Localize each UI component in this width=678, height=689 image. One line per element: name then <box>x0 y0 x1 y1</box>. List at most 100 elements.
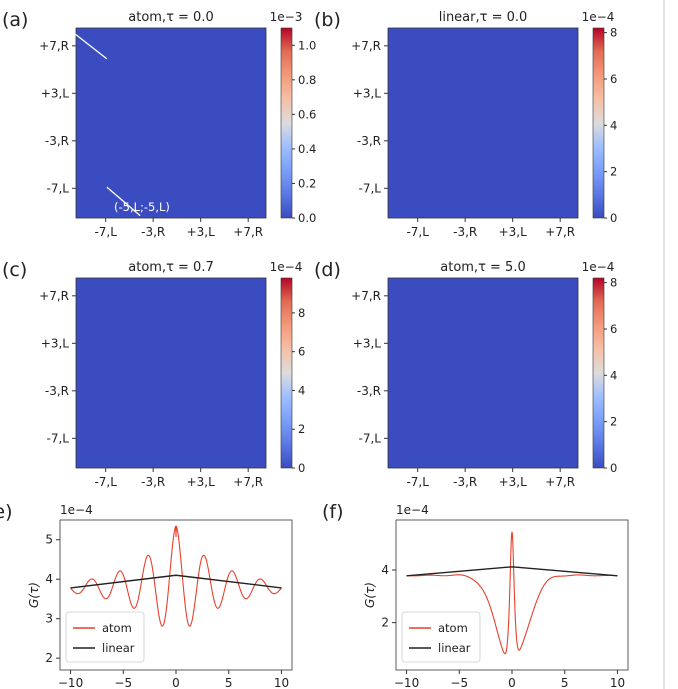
y-tick-label: +7,R <box>351 39 381 53</box>
axis-scale-label: 1e−4 <box>60 503 93 517</box>
x-tick-label: 0 <box>508 676 516 689</box>
legend-label: atom <box>438 621 468 635</box>
colorbar-tick-label: 0 <box>610 211 617 225</box>
heatmap-background <box>388 28 578 218</box>
colorbar <box>280 27 293 219</box>
y-tick-label: +7,R <box>39 289 69 303</box>
colorbar-tick-label: 8 <box>610 276 617 290</box>
heatmap-panel-d: atom,τ = 5.0 (d) -7,L -3,R +3,L +7,R +7,R +3,L -… <box>314 259 617 489</box>
heatmap-panel-a: atom,τ = 0.0 (a) -7,L -3,R +3,L +7,R +7,R +3,L -… <box>2 9 316 239</box>
heatmap-panel-b: linear,τ = 0.0 (b) -7,L -3,R +3,L +7,R +7,R +3,… <box>314 9 617 239</box>
y-tick-label: +7,R <box>39 39 69 53</box>
heatmap-frame <box>75 277 267 469</box>
colorbar-tick-label: 0.4 <box>298 142 316 156</box>
colorbar-scale-label: 1e−4 <box>582 10 615 24</box>
y-tick-label: -3,R <box>45 384 69 398</box>
x-tick-label: -3,R <box>141 225 165 239</box>
colorbar-scale-label: 1e−4 <box>582 260 615 274</box>
x-tick-label: −10 <box>58 676 83 689</box>
colorbar-tick-label: 0.0 <box>298 211 316 225</box>
y-tick-label: +7,R <box>351 289 381 303</box>
y-tick-label: +3,L <box>41 86 70 100</box>
annotation-label: (-5,L;+5,R) <box>64 13 127 27</box>
heatmap-background <box>388 278 578 468</box>
panel-label: (e) <box>0 501 13 523</box>
y-tick-label: 4 <box>381 563 389 577</box>
axis-scale-label: 1e−4 <box>396 503 429 517</box>
colorbar-tick-label: 8 <box>298 306 305 320</box>
annotation-arrow <box>69 29 108 60</box>
y-tick-label: 3 <box>45 612 53 626</box>
y-tick-label: -7,L <box>359 431 382 445</box>
x-tick-label: +3,L <box>187 225 216 239</box>
y-tick-label: 4 <box>45 572 53 586</box>
x-tick-label: -7,L <box>94 225 117 239</box>
colorbar-tick-label: 2 <box>610 415 617 429</box>
y-tick-label: -7,L <box>47 431 70 445</box>
y-tick-label: -3,R <box>357 384 381 398</box>
y-tick-label: 5 <box>45 533 53 547</box>
x-tick-label: +3,L <box>187 475 216 489</box>
colorbar-tick-label: 2 <box>298 422 305 436</box>
x-tick-label: -7,L <box>94 475 117 489</box>
x-tick-label: −10 <box>394 676 419 689</box>
legend-label: linear <box>102 641 135 655</box>
x-tick-label: -7,L <box>406 475 429 489</box>
colorbar-tick-label: 4 <box>610 118 617 132</box>
panel-label: (b) <box>314 9 341 31</box>
panel-label: (d) <box>314 259 341 281</box>
colorbar-tick-label: 6 <box>298 345 305 359</box>
heatmap-panel-c: atom,τ = 0.7 (c) -7,L -3,R +3,L +7,R +7,R +3,L -… <box>2 259 305 489</box>
panel-label: (c) <box>2 259 27 281</box>
heatmap-title: atom,τ = 5.0 <box>440 260 525 275</box>
legend-box <box>401 611 481 663</box>
x-tick-label: -3,R <box>141 475 165 489</box>
y-tick-label: +3,L <box>353 86 382 100</box>
colorbar-scale-label: 1e−3 <box>270 10 303 24</box>
colorbar-tick-label: 0.8 <box>298 73 316 87</box>
heatmap-background <box>76 278 266 468</box>
series-line-linear <box>406 566 618 577</box>
series-line-atom <box>406 531 618 655</box>
x-tick-label: 5 <box>225 676 233 689</box>
colorbar-tick-label: 0 <box>298 461 305 475</box>
heatmap-frame <box>75 27 267 219</box>
x-tick-label: +7,R <box>233 225 263 239</box>
colorbar-tick-label: 0 <box>610 461 617 475</box>
x-tick-label: −5 <box>450 676 468 689</box>
colorbar-tick-label: 2 <box>610 165 617 179</box>
x-tick-label: -3,R <box>453 225 477 239</box>
y-tick-label: -3,R <box>45 134 69 148</box>
heatmap-title: linear,τ = 0.0 <box>439 10 528 25</box>
colorbar-tick-label: 6 <box>610 322 617 336</box>
legend-box <box>65 611 145 663</box>
panel-label: (a) <box>2 9 28 31</box>
colorbar <box>592 27 605 219</box>
y-tick-label: -7,L <box>359 181 382 195</box>
colorbar-tick-label: 0.6 <box>298 107 316 121</box>
colorbar-tick-label: 1.0 <box>298 38 316 52</box>
x-tick-label: 10 <box>274 676 289 689</box>
x-tick-label: +3,L <box>499 475 528 489</box>
x-tick-label: +3,L <box>499 225 528 239</box>
colorbar-scale-label: 1e−4 <box>270 260 303 274</box>
x-tick-label: -7,L <box>406 225 429 239</box>
y-tick-label: 2 <box>45 651 53 665</box>
heatmap-frame <box>387 27 579 219</box>
annotation-arrow <box>106 186 141 217</box>
series-line-atom <box>70 525 282 627</box>
legend-label: atom <box>102 621 132 635</box>
y-tick-label: -7,L <box>47 181 70 195</box>
x-tick-label: -3,R <box>453 475 477 489</box>
y-tick-label: +3,L <box>353 336 382 350</box>
heatmap-title: atom,τ = 0.0 <box>128 10 213 25</box>
colorbar-tick-label: 4 <box>610 368 617 382</box>
y-tick-label: -3,R <box>357 134 381 148</box>
x-tick-label: 10 <box>610 676 625 689</box>
panel-label: (f) <box>322 501 344 523</box>
colorbar-tick-label: 0.2 <box>298 176 316 190</box>
x-tick-label: +7,R <box>545 225 575 239</box>
legend-label: linear <box>438 641 471 655</box>
